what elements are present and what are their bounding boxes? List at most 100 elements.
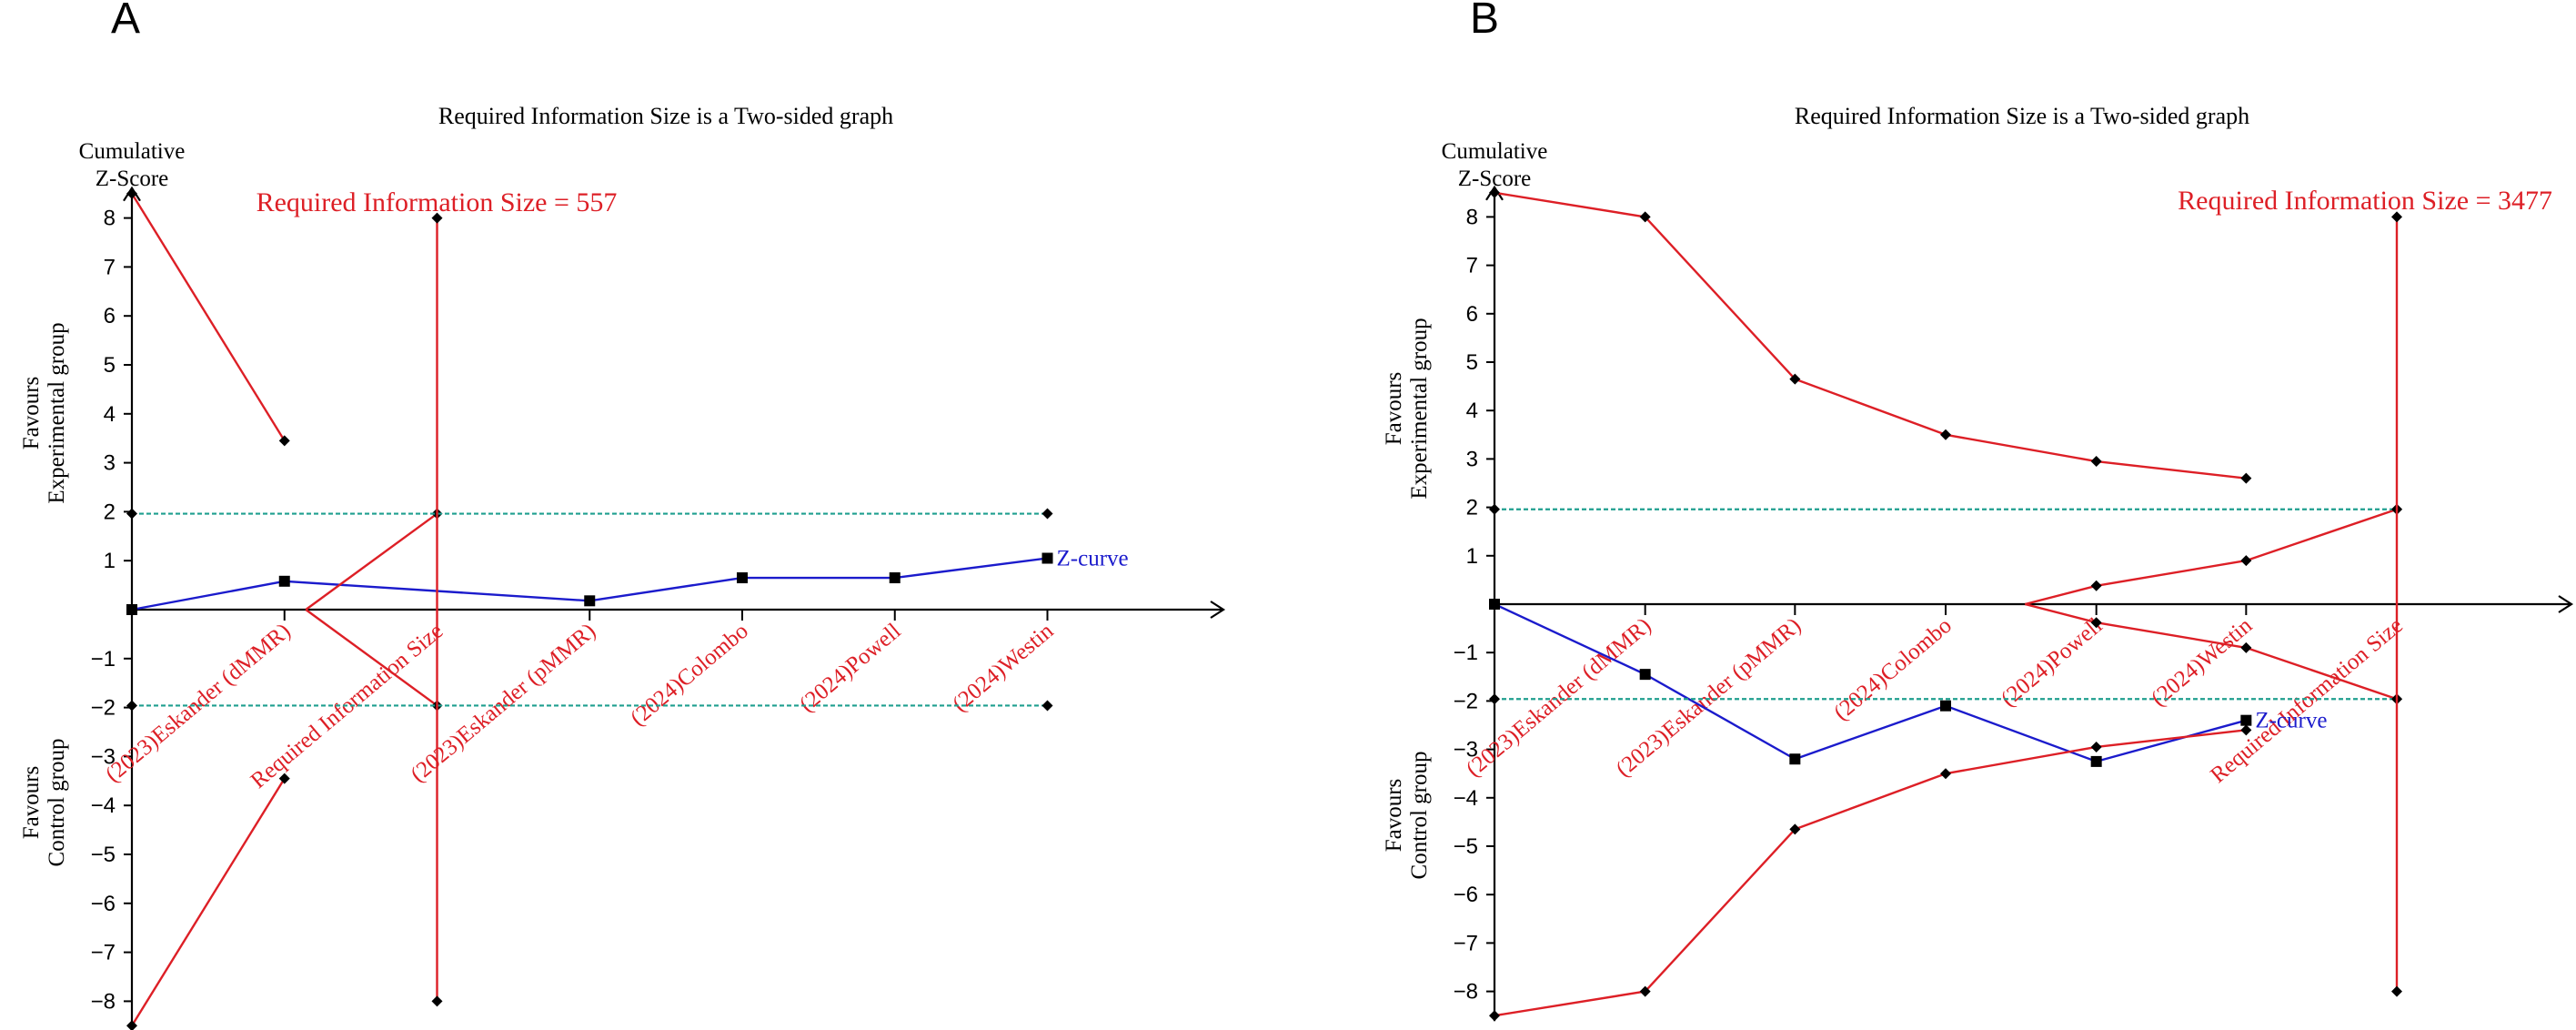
boundary-point bbox=[2240, 472, 2252, 484]
boundary-point bbox=[126, 508, 137, 520]
y-tick-label: 8 bbox=[104, 207, 116, 231]
boundary-point bbox=[1489, 503, 1500, 515]
favours-control-label-line: Favours bbox=[19, 766, 44, 840]
series-lower-futility-boundary bbox=[2024, 602, 2398, 701]
y-tick-label: −6 bbox=[91, 892, 116, 916]
zcurve-point bbox=[1789, 753, 1801, 765]
x-axis-arrow bbox=[2558, 595, 2574, 613]
y-tick-label: 1 bbox=[104, 549, 116, 573]
y-tick-label: 6 bbox=[104, 304, 116, 328]
chart-title: Required Information Size is a Two-sided… bbox=[1795, 103, 2249, 129]
favours-experimental-label: FavoursExperimental group bbox=[19, 322, 69, 503]
zcurve-point bbox=[2240, 714, 2252, 726]
y-tick-label: 8 bbox=[1466, 205, 1478, 229]
boundary-point bbox=[126, 187, 137, 199]
boundary-point bbox=[1489, 1010, 1500, 1022]
boundary-point bbox=[2391, 211, 2402, 223]
series-upper-futility-boundary bbox=[305, 512, 438, 611]
series-z-curve bbox=[131, 557, 1048, 611]
boundary-point bbox=[1789, 373, 1801, 385]
boundary-point bbox=[431, 212, 443, 224]
zcurve-point bbox=[1639, 669, 1651, 681]
zcurve-point bbox=[889, 572, 901, 584]
panel-a: A Required Information Size is a Two-side… bbox=[19, 0, 1226, 1030]
favours-experimental-label-line: Experimental group bbox=[1407, 318, 1432, 499]
y-tick-label: 7 bbox=[104, 255, 116, 279]
y-tick-label: −3 bbox=[1454, 738, 1478, 762]
boundary-point bbox=[2090, 617, 2102, 629]
boundary-point bbox=[1489, 187, 1500, 198]
y-tick-label: −7 bbox=[1454, 931, 1478, 955]
y-tick-label: 2 bbox=[104, 500, 116, 524]
boundary-point bbox=[2240, 555, 2252, 567]
panel-label: B bbox=[1470, 0, 1499, 43]
y-axis-label: Cumulative Z-Score bbox=[79, 139, 186, 191]
boundary-point bbox=[1789, 823, 1801, 835]
favours-control-label: FavoursControl group bbox=[19, 739, 69, 867]
favours-control-label: FavoursControl group bbox=[1382, 752, 1432, 880]
zcurve-point bbox=[1940, 700, 1951, 712]
zcurve-label: Z-curve bbox=[1057, 547, 1129, 571]
panel-label: A bbox=[111, 0, 140, 43]
y-tick-label: −4 bbox=[1454, 786, 1478, 811]
y-tick-label: 3 bbox=[1466, 447, 1478, 471]
favours-control-label-line: Favours bbox=[1382, 779, 1406, 853]
favours-experimental-label-line: Experimental group bbox=[45, 322, 69, 503]
y-tick-label: −4 bbox=[91, 793, 116, 818]
y-axis-label: Cumulative Z-Score bbox=[1442, 139, 1548, 191]
boundary-point bbox=[1639, 985, 1651, 997]
series-upper-monitoring-boundary bbox=[1494, 191, 2247, 480]
y-tick-label: −8 bbox=[91, 989, 116, 1014]
y-tick-label: 5 bbox=[1466, 350, 1478, 375]
zcurve-point bbox=[2090, 755, 2102, 767]
x-axis-arrow bbox=[1210, 601, 1226, 619]
chart-title: Required Information Size is a Two-sided… bbox=[438, 103, 893, 129]
y-tick-label: −3 bbox=[91, 744, 116, 769]
zcurve-point bbox=[1041, 552, 1053, 564]
y-tick-label: 7 bbox=[1466, 254, 1478, 278]
x-tick-label: (2024)Colombo bbox=[626, 619, 753, 731]
series-lower-monitoring-boundary bbox=[130, 777, 286, 1026]
boundary-point bbox=[1639, 211, 1651, 223]
boundary-point bbox=[278, 435, 290, 447]
series-z-curve bbox=[1494, 602, 2247, 763]
zcurve-point bbox=[126, 604, 137, 615]
boundary-point bbox=[1940, 429, 1951, 440]
boundary-point bbox=[1489, 693, 1500, 705]
zcurve-label: Z-curve bbox=[2255, 709, 2327, 733]
boundary-point bbox=[1041, 700, 1053, 712]
y-tick-label: 1 bbox=[1466, 544, 1478, 569]
favours-control-label-line: Control group bbox=[45, 739, 69, 867]
zcurve-point bbox=[737, 572, 748, 584]
y-axis-label-line: Cumulative bbox=[1442, 139, 1548, 164]
series-lower-monitoring-boundary bbox=[1494, 729, 2247, 1017]
y-tick-label: −2 bbox=[1454, 689, 1478, 713]
boundary-point bbox=[126, 1020, 137, 1030]
series-lower-futility-boundary bbox=[305, 609, 438, 707]
y-tick-label: −1 bbox=[91, 647, 116, 672]
y-tick-label: −5 bbox=[91, 843, 116, 867]
y-tick-label: −1 bbox=[1454, 641, 1478, 665]
y-tick-label: 5 bbox=[104, 353, 116, 378]
boundary-point bbox=[2391, 985, 2402, 997]
y-tick-label: 3 bbox=[104, 451, 116, 476]
series-upper-monitoring-boundary bbox=[130, 193, 286, 442]
boundary-point bbox=[2240, 724, 2252, 736]
panel-b: B Required Information Size is a Two-side… bbox=[1382, 0, 2574, 1022]
x-tick-label: (2024)Powell bbox=[1997, 613, 2108, 712]
y-tick-label: −2 bbox=[91, 696, 116, 721]
y-tick-label: −8 bbox=[1454, 980, 1478, 1005]
x-tick-label: (2024)Powell bbox=[795, 619, 906, 717]
boundary-point bbox=[431, 995, 443, 1007]
y-tick-label: −6 bbox=[1454, 883, 1478, 907]
favours-experimental-label-line: Favours bbox=[19, 377, 44, 450]
boundary-point bbox=[2090, 580, 2102, 591]
boundary-point bbox=[1041, 508, 1053, 520]
favours-experimental-label-line: Favours bbox=[1382, 372, 1406, 446]
boundary-point bbox=[1940, 768, 1951, 780]
required-information-size-label: Required Information Size = 3477 bbox=[2178, 186, 2552, 216]
boundary-point bbox=[126, 700, 137, 712]
x-tick-label: (2024)Westin bbox=[948, 619, 1059, 717]
favours-control-label-line: Control group bbox=[1407, 752, 1432, 880]
